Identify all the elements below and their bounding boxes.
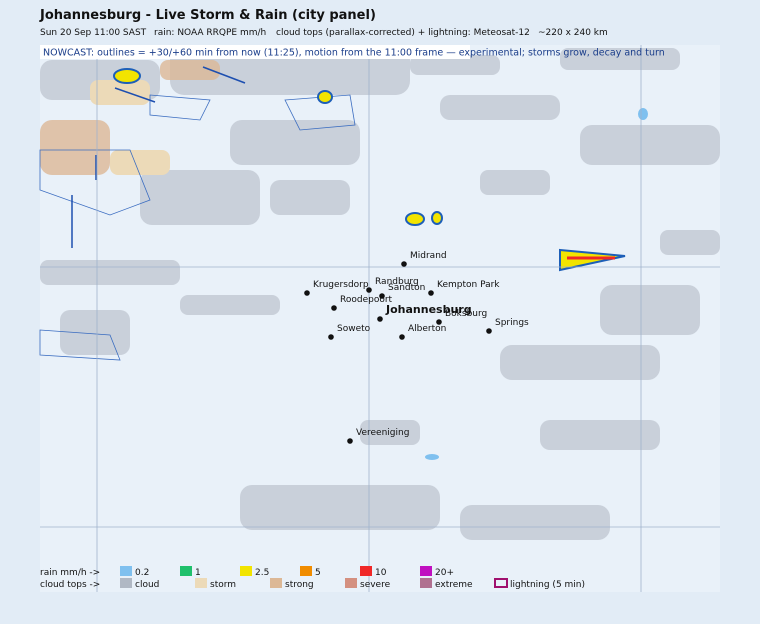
city-label: Midrand: [410, 251, 447, 261]
city-label: Kempton Park: [437, 280, 500, 290]
nowcast-note: NOWCAST: outlines = +30/+60 min from now…: [43, 48, 665, 59]
motion-arrows: [71, 66, 246, 248]
legend-item: strong: [285, 580, 314, 590]
city-dot: [331, 305, 337, 311]
legend-label: rain mm/h ->: [40, 568, 100, 578]
city-dot: [399, 334, 405, 340]
legend-item: 1: [195, 568, 201, 578]
city-dot: [436, 319, 442, 325]
city-label: Randburg: [375, 277, 419, 287]
city-dot: [379, 293, 385, 299]
legend-swatch: [360, 566, 372, 576]
legend-swatch: [120, 578, 132, 588]
legend-swatch: [240, 566, 252, 576]
city-label: Boksburg: [445, 309, 487, 319]
city-dot: [304, 290, 310, 296]
city-label: Vereeniging: [356, 428, 409, 438]
legend-swatch: [195, 578, 207, 588]
legend-swatch: [420, 566, 432, 576]
city-label: Sandton: [388, 283, 425, 293]
city-dot: [486, 328, 492, 334]
city-dot: [328, 334, 334, 340]
legend-swatch: [120, 566, 132, 576]
city-label: Alberton: [408, 324, 446, 334]
city-label: Soweto: [337, 324, 371, 334]
legend-item: cloud: [135, 580, 159, 590]
legend-item: storm: [210, 580, 236, 590]
legend-item: 5: [315, 568, 321, 578]
subtitle-part: rain: NOAA RRQPE mm/h: [154, 28, 266, 38]
subtitle-part: Sun 20 Sep 11:00 SAST: [40, 28, 147, 38]
legend-item: severe: [360, 580, 391, 590]
legend-item: extreme: [435, 580, 473, 590]
legend-swatch: [345, 578, 357, 588]
subtitle-part: cloud tops (parallax-corrected) + lightn…: [276, 28, 530, 38]
city-label: Roodepoort: [340, 295, 393, 305]
subtitle-part: ~220 x 240 km: [538, 28, 608, 38]
subtitle: Sun 20 Sep 11:00 SAST rain: NOAA RRQPE mm…: [40, 28, 608, 38]
legend-swatch: [270, 578, 282, 588]
legend: rain mm/h -> cloud tops -> 0.2 1 2.5 5 10 20+ cl…: [40, 566, 585, 590]
city-dot: [428, 290, 434, 296]
city-label: Springs: [495, 318, 529, 328]
legend-label: cloud tops ->: [40, 580, 100, 590]
title: Johannesburg - Live Storm & Rain (city p…: [39, 8, 376, 23]
city-dot: [366, 287, 372, 293]
legend-swatch: [494, 578, 508, 588]
legend-item: 0.2: [135, 568, 149, 578]
legend-swatch: [420, 578, 432, 588]
storm-cells: [113, 68, 648, 460]
legend-item: 20+: [435, 568, 454, 578]
clouds: [40, 45, 720, 540]
legend-item: 10: [375, 568, 387, 578]
city-dot: [401, 261, 407, 267]
city-dot: [377, 316, 383, 322]
city-label: Johannesburg: [385, 303, 472, 316]
legend-swatch: [300, 566, 312, 576]
cloud-tops: [40, 60, 220, 175]
graticule: [40, 45, 720, 592]
city-label: Krugersdorp: [313, 280, 369, 290]
legend-swatch: [180, 566, 192, 576]
legend-item: 2.5: [255, 568, 269, 578]
city-dot: [347, 438, 353, 444]
legend-item: lightning (5 min): [510, 580, 585, 590]
nowcast-box: [40, 45, 470, 59]
